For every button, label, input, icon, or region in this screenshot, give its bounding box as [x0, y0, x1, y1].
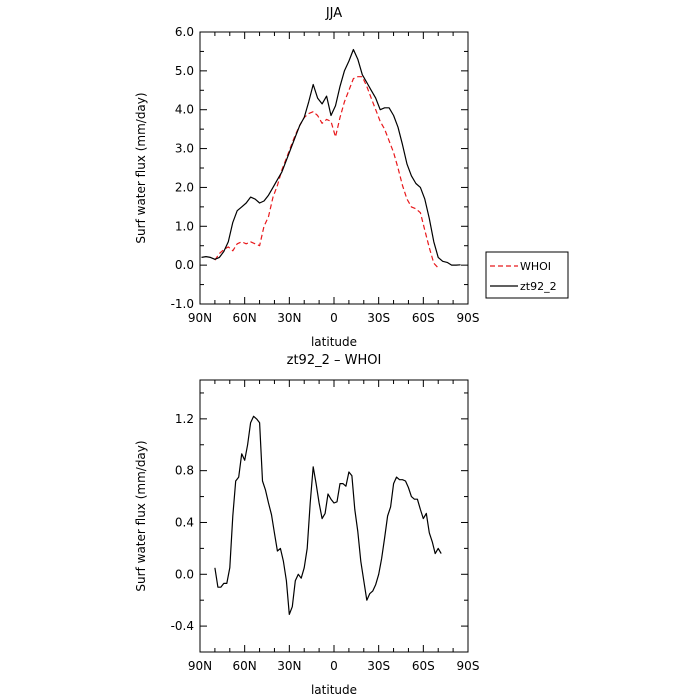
y-tick-label: 1.0 [175, 219, 194, 233]
legend: WHOI zt92_2 [485, 251, 569, 299]
x-tick-label: 60S [412, 311, 435, 325]
bottom-series-group [214, 415, 442, 615]
y-tick-label: 2.0 [175, 180, 194, 194]
top-chart-title: JJA [325, 6, 342, 21]
legend-label-whoi: WHOI [520, 260, 551, 273]
bottom-y-axis-label: Surf water flux (mm/day) [134, 440, 148, 591]
legend-box [485, 251, 569, 299]
y-tick-label: 0.0 [175, 258, 194, 272]
y-tick-label: 5.0 [175, 64, 194, 78]
top-y-axis: -1.0 0.0 1.0 2.0 3.0 4.0 5.0 6.0 [171, 25, 468, 311]
x-tick-label: 30N [277, 311, 301, 325]
bottom-x-axis: 90N 60N 30N 0 30S 60S 90S [188, 380, 480, 673]
top-series-line-whoi [214, 76, 439, 269]
y-tick-label: -0.4 [171, 619, 194, 633]
y-tick-label: 6.0 [175, 25, 194, 39]
top-x-axis: 90N 60N 30N 0 30S 60S 90S [188, 32, 480, 325]
x-tick-label: 30N [277, 659, 301, 673]
bottom-panel: zt92_2 – WHOI -0.4 0.0 0.4 0.8 1.2 90N 60N 30N… [134, 353, 479, 697]
x-tick-label: 90S [457, 659, 480, 673]
y-tick-label: 0.0 [175, 567, 194, 581]
x-tick-label: 60N [233, 311, 257, 325]
x-tick-label: 90N [188, 659, 212, 673]
top-series-group [201, 48, 461, 269]
top-series-line-zt92-2 [201, 48, 461, 266]
bottom-x-axis-label: latitude [311, 683, 357, 697]
y-tick-label: 4.0 [175, 103, 194, 117]
bottom-series-line-0 [214, 415, 442, 615]
x-tick-label: 30S [367, 659, 390, 673]
x-tick-label: 60N [233, 659, 257, 673]
y-tick-label: 3.0 [175, 142, 194, 156]
bottom-y-axis: -0.4 0.0 0.4 0.8 1.2 [171, 392, 468, 653]
top-x-axis-label: latitude [311, 335, 357, 349]
x-tick-label: 30S [367, 311, 390, 325]
y-tick-label: 0.4 [175, 515, 194, 529]
y-tick-label: 0.8 [175, 464, 194, 478]
y-tick-label: 1.2 [175, 412, 194, 426]
bottom-chart-title: zt92_2 – WHOI [287, 353, 382, 368]
x-tick-label: 0 [330, 311, 338, 325]
legend-label-zt92: zt92_2 [520, 280, 557, 293]
top-plot-frame [199, 31, 469, 305]
x-tick-label: 0 [330, 659, 338, 673]
x-tick-label: 60S [412, 659, 435, 673]
x-tick-label: 90N [188, 311, 212, 325]
y-tick-label: -1.0 [171, 297, 194, 311]
top-panel: JJA -1.0 0.0 1.0 2.0 3.0 4.0 5.0 6.0 90N 60N 30N 0… [134, 6, 479, 349]
x-tick-label: 90S [457, 311, 480, 325]
bottom-plot-frame [199, 379, 469, 653]
top-y-axis-label: Surf water flux (mm/day) [134, 92, 148, 243]
